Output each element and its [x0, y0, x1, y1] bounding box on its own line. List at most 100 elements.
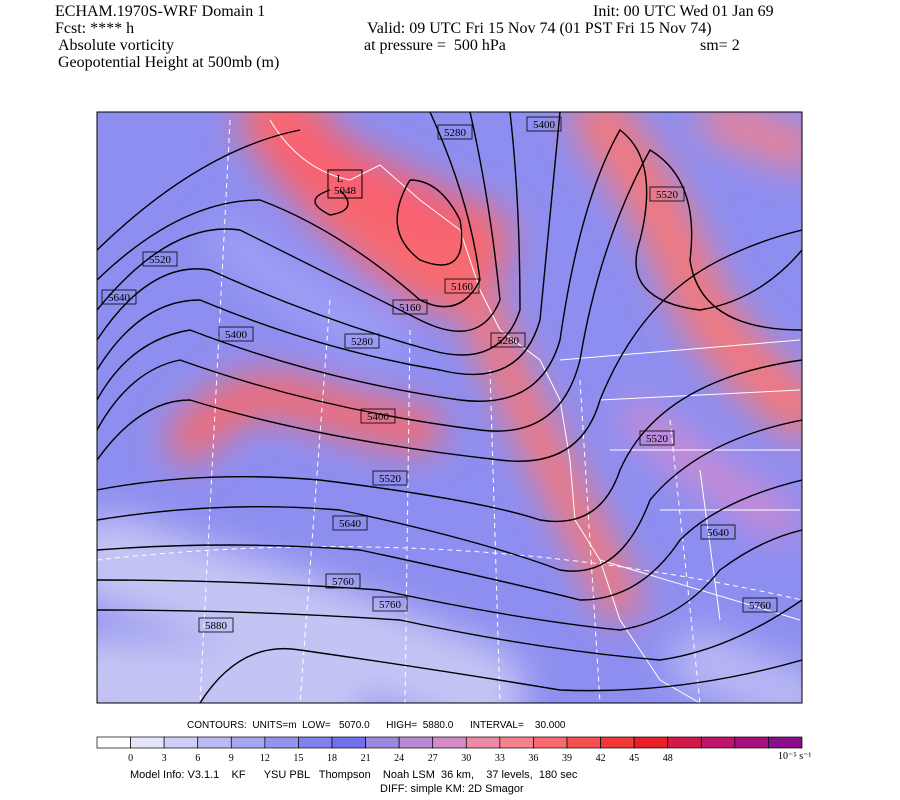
- colorbar: 0 3 6 9 12 15 18 21 24 27 30 33 36 39 42 45 48 10⁻⁵ s⁻¹: [96, 736, 811, 764]
- contour-label: 5400: [533, 119, 556, 131]
- colorbar-swatch: [130, 736, 165, 749]
- contour-label-box: [344, 333, 380, 349]
- colorbar-swatch: [163, 736, 199, 749]
- model-title: ECHAM.1970S-WRF Domain 1: [55, 3, 266, 20]
- contour-label: 5880: [205, 620, 228, 632]
- colorbar-label: 3: [162, 753, 167, 764]
- contour-label-box: [444, 278, 480, 294]
- colorbar-label: 27: [428, 753, 438, 764]
- contour-label-box: [372, 470, 408, 486]
- contour-label-box: [742, 597, 778, 613]
- contour-label: 5400: [225, 329, 248, 341]
- contour-label: 5640: [707, 527, 730, 539]
- colorbar-label: 21: [361, 753, 371, 764]
- contour-label-box: [639, 430, 675, 446]
- colorbar-swatch: [734, 736, 769, 749]
- init-time: Init: 00 UTC Wed 01 Jan 69: [593, 3, 774, 20]
- model-info: Model Info: V3.1.1 KF YSU PBL Thompson N…: [130, 769, 578, 781]
- contour-label: 5160: [399, 302, 422, 314]
- valid-time: Valid: 09 UTC Fri 15 Nov 74 (01 PST Fri …: [367, 20, 712, 37]
- colorbar-swatch: [566, 736, 601, 749]
- contour-label: 5160: [451, 281, 474, 293]
- contour-label: 5280: [497, 335, 520, 347]
- contour-label-box: [332, 515, 368, 531]
- colorbar-swatch: [633, 736, 669, 749]
- contour-label: 5760: [332, 576, 355, 588]
- colorbar-swatch: [700, 736, 736, 749]
- colorbar-swatch: [365, 736, 400, 749]
- map-frame: [96, 111, 803, 704]
- colorbar-swatch: [398, 736, 434, 749]
- contour-label: 5640: [339, 518, 362, 530]
- contour-label: 5520: [656, 189, 679, 201]
- colorbar-label: 42: [596, 753, 606, 764]
- colorbar-swatch: [499, 736, 534, 749]
- colorbar-label: 45: [629, 753, 639, 764]
- colorbar-label: 15: [293, 753, 303, 764]
- colorbar-swatch: [331, 736, 366, 749]
- contour-label-box: [101, 289, 137, 305]
- contour-label-box: [526, 116, 562, 132]
- contour-label-box: [372, 596, 408, 612]
- colorbar-swatch: [298, 736, 333, 749]
- contour-label: 5520: [379, 473, 402, 485]
- colorbar-swatch: [96, 736, 131, 749]
- contour-label-box: [142, 251, 178, 267]
- colorbar-label: 33: [495, 753, 505, 764]
- colorbar-label: 24: [394, 753, 404, 764]
- colorbar-swatch: [465, 736, 501, 749]
- contour-label-box: [700, 524, 736, 540]
- colorbar-label: 9: [229, 753, 234, 764]
- contour-label-box: [218, 326, 254, 342]
- colorbar-label: 30: [461, 753, 471, 764]
- contour-label: 5760: [749, 600, 772, 612]
- colorbar-label: 36: [528, 753, 538, 764]
- contour-label: 5280: [444, 127, 467, 139]
- colorbar-swatch: [264, 736, 299, 749]
- contour-label-box: [198, 617, 234, 633]
- colorbar-swatch: [230, 736, 266, 749]
- colorbar-swatch: [197, 736, 232, 749]
- colorbar-swatch: [768, 736, 803, 749]
- low-marker-box: [327, 169, 363, 199]
- contour-field-name: Geopotential Height at 500mb (m): [58, 54, 280, 71]
- contour-label-box: [360, 408, 396, 424]
- colorbar-swatch: [432, 736, 467, 749]
- vorticity-field: [97, 112, 802, 703]
- contour-label: 5280: [351, 336, 374, 348]
- contour-label-box: [490, 332, 526, 348]
- smoothing: sm= 2: [700, 37, 740, 54]
- colorbar-swatch: [533, 736, 568, 749]
- colorbar-label: 18: [327, 753, 337, 764]
- colorbar-label: 12: [260, 753, 270, 764]
- contour-info: CONTOURS: UNITS=m LOW= 5070.0 HIGH= 5880…: [187, 720, 566, 731]
- contour-label: 5520: [149, 254, 172, 266]
- contour-label: 5520: [646, 433, 669, 445]
- contour-label: 5760: [379, 599, 402, 611]
- pressure-level: at pressure = 500 hPa: [364, 37, 506, 54]
- low-marker: L: [337, 173, 344, 185]
- colorbar-units: 10⁻⁵ s⁻¹: [778, 751, 811, 762]
- contour-label-box: [649, 186, 685, 202]
- forecast-hour: Fcst: **** h: [55, 20, 135, 37]
- height-contours: [97, 112, 802, 703]
- colorbar-label: 0: [128, 753, 133, 764]
- contour-label: 5640: [108, 292, 131, 304]
- colorbar-label: 6: [195, 753, 200, 764]
- colorbar-swatch: [600, 736, 635, 749]
- contour-label-box: [437, 124, 473, 140]
- colorbar-swatch: [667, 736, 702, 749]
- coastlines: [269, 119, 801, 703]
- field-name: Absolute vorticity: [58, 37, 174, 54]
- graticule: [97, 119, 802, 703]
- colorbar-label: 39: [562, 753, 572, 764]
- diffusion-info: DIFF: simple KM: 2D Smagor: [380, 783, 524, 795]
- contour-label-box: [325, 573, 361, 589]
- colorbar-label: 48: [663, 753, 673, 764]
- contour-label-box: [392, 299, 428, 315]
- contour-label: 5400: [367, 411, 390, 423]
- contour-label: 5048: [334, 185, 357, 197]
